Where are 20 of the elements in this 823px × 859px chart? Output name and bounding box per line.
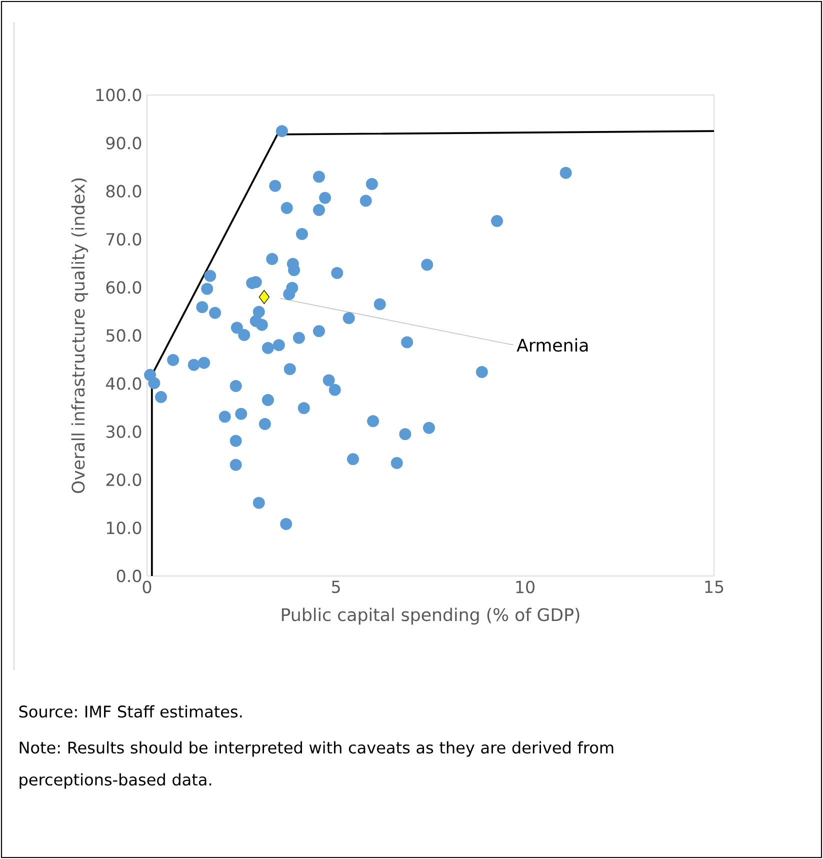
y-tick-label: 30.0 xyxy=(106,425,142,438)
x-tick-label: 10 xyxy=(516,580,534,594)
x-axis-title: Public capital spending (% of GDP) xyxy=(282,608,580,625)
x-tick-label: 15 xyxy=(705,580,724,594)
y-tick-label: 10.0 xyxy=(107,522,142,534)
text: Armenia xyxy=(516,338,588,352)
y-tick-label: 20.0 xyxy=(106,473,142,486)
y-tick-label: 50.0 xyxy=(106,329,142,342)
x-tick-label: 0 xyxy=(142,580,152,594)
y-tick-label: 80.0 xyxy=(106,184,142,198)
y-tick-label: 40.0 xyxy=(106,377,142,390)
y-tick-label: 70.0 xyxy=(106,232,142,246)
y-tick-label: 0.0 xyxy=(116,570,142,582)
text: Note: Results should be interpreted with caveats as they are derived from perceptions-based data. xyxy=(20,741,614,789)
source-note: Source: IMF Staff estimates. xyxy=(19,705,242,718)
y-tick-label: 100.0 xyxy=(96,88,142,102)
y-tick-label: 60.0 xyxy=(106,281,142,294)
x-tick-label: 5 xyxy=(332,580,340,594)
y-tick-label: 90.0 xyxy=(106,136,142,150)
y-axis-title: Overall infrastructure quality (index) xyxy=(71,178,88,494)
